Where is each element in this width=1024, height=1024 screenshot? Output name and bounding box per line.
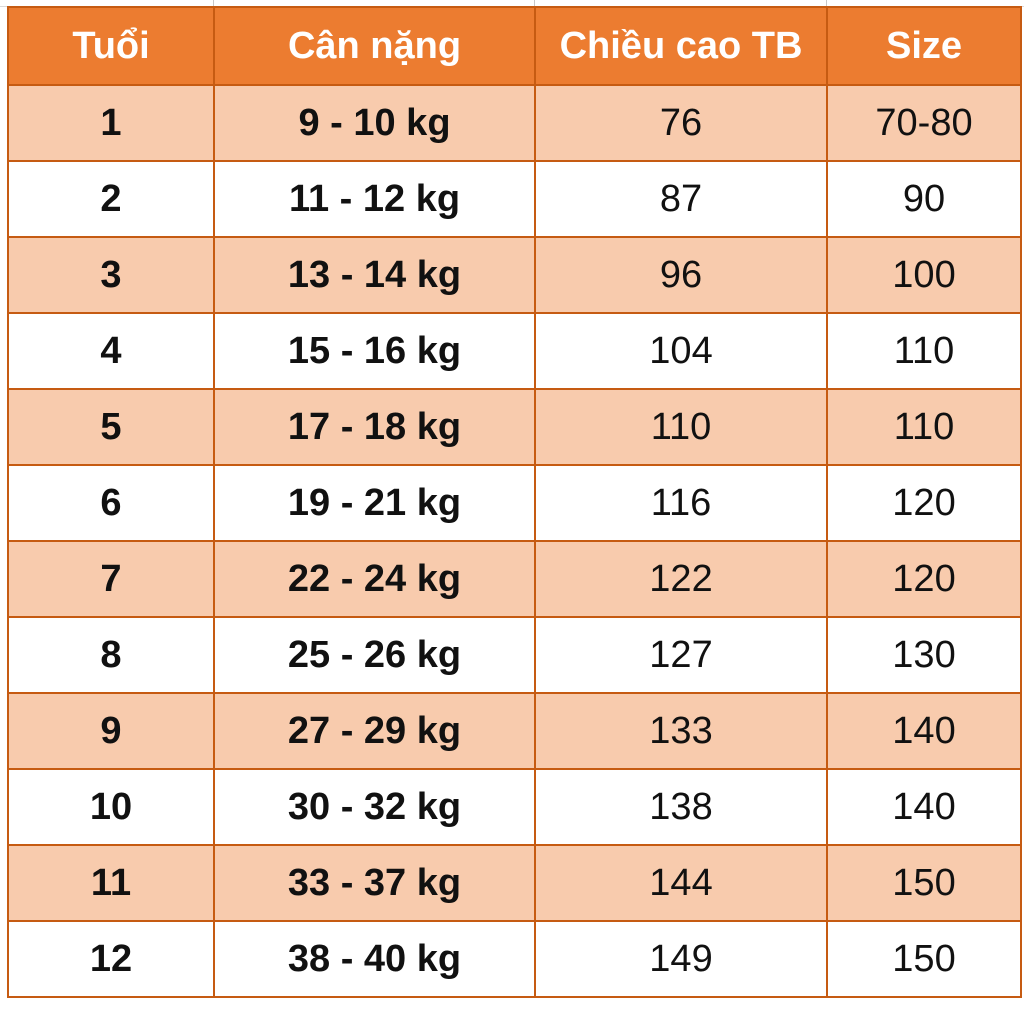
- age-cell: 9: [7, 692, 215, 770]
- size-cell: 130: [826, 616, 1022, 694]
- table-row: 3 13 - 14 kg 96 100: [7, 236, 1022, 314]
- weight-cell: 27 - 29 kg: [213, 692, 536, 770]
- size-cell: 90: [826, 160, 1022, 238]
- table-row: 11 33 - 37 kg 144 150: [7, 844, 1022, 922]
- age-cell: 11: [7, 844, 215, 922]
- table-row: 6 19 - 21 kg 116 120: [7, 464, 1022, 542]
- size-cell: 140: [826, 768, 1022, 846]
- size-cell: 140: [826, 692, 1022, 770]
- weight-cell: 22 - 24 kg: [213, 540, 536, 618]
- weight-cell: 30 - 32 kg: [213, 768, 536, 846]
- age-cell: 4: [7, 312, 215, 390]
- age-cell: 1: [7, 84, 215, 162]
- height-cell: 110: [534, 388, 828, 466]
- weight-cell: 25 - 26 kg: [213, 616, 536, 694]
- header-age: Tuổi: [7, 6, 215, 86]
- weight-cell: 33 - 37 kg: [213, 844, 536, 922]
- table-row: 9 27 - 29 kg 133 140: [7, 692, 1022, 770]
- header-weight: Cân nặng: [213, 6, 536, 86]
- height-cell: 127: [534, 616, 828, 694]
- table-row: 5 17 - 18 kg 110 110: [7, 388, 1022, 466]
- age-cell: 7: [7, 540, 215, 618]
- height-cell: 149: [534, 920, 828, 998]
- age-cell: 12: [7, 920, 215, 998]
- table-row: 7 22 - 24 kg 122 120: [7, 540, 1022, 618]
- height-cell: 122: [534, 540, 828, 618]
- header-row: Tuổi Cân nặng Chiều cao TB Size: [7, 6, 1022, 86]
- weight-cell: 17 - 18 kg: [213, 388, 536, 466]
- gridline: [213, 0, 214, 6]
- weight-cell: 19 - 21 kg: [213, 464, 536, 542]
- height-cell: 116: [534, 464, 828, 542]
- age-cell: 10: [7, 768, 215, 846]
- size-cell: 110: [826, 388, 1022, 466]
- size-cell: 150: [826, 920, 1022, 998]
- gridline: [534, 0, 535, 6]
- weight-cell: 11 - 12 kg: [213, 160, 536, 238]
- gridline: [826, 0, 827, 6]
- age-cell: 6: [7, 464, 215, 542]
- height-cell: 76: [534, 84, 828, 162]
- height-cell: 96: [534, 236, 828, 314]
- age-cell: 5: [7, 388, 215, 466]
- table-row: 4 15 - 16 kg 104 110: [7, 312, 1022, 390]
- weight-cell: 15 - 16 kg: [213, 312, 536, 390]
- height-cell: 144: [534, 844, 828, 922]
- size-cell: 120: [826, 540, 1022, 618]
- weight-cell: 38 - 40 kg: [213, 920, 536, 998]
- size-cell: 150: [826, 844, 1022, 922]
- weight-cell: 9 - 10 kg: [213, 84, 536, 162]
- age-cell: 8: [7, 616, 215, 694]
- size-cell: 70-80: [826, 84, 1022, 162]
- header-height: Chiều cao TB: [534, 6, 828, 86]
- size-cell: 110: [826, 312, 1022, 390]
- table-row: 8 25 - 26 kg 127 130: [7, 616, 1022, 694]
- size-cell: 120: [826, 464, 1022, 542]
- age-cell: 3: [7, 236, 215, 314]
- height-cell: 104: [534, 312, 828, 390]
- table-row: 2 11 - 12 kg 87 90: [7, 160, 1022, 238]
- height-cell: 133: [534, 692, 828, 770]
- weight-cell: 13 - 14 kg: [213, 236, 536, 314]
- age-cell: 2: [7, 160, 215, 238]
- table-row: 10 30 - 32 kg 138 140: [7, 768, 1022, 846]
- height-cell: 87: [534, 160, 828, 238]
- size-cell: 100: [826, 236, 1022, 314]
- height-cell: 138: [534, 768, 828, 846]
- table-row: 12 38 - 40 kg 149 150: [7, 920, 1022, 998]
- header-size: Size: [826, 6, 1022, 86]
